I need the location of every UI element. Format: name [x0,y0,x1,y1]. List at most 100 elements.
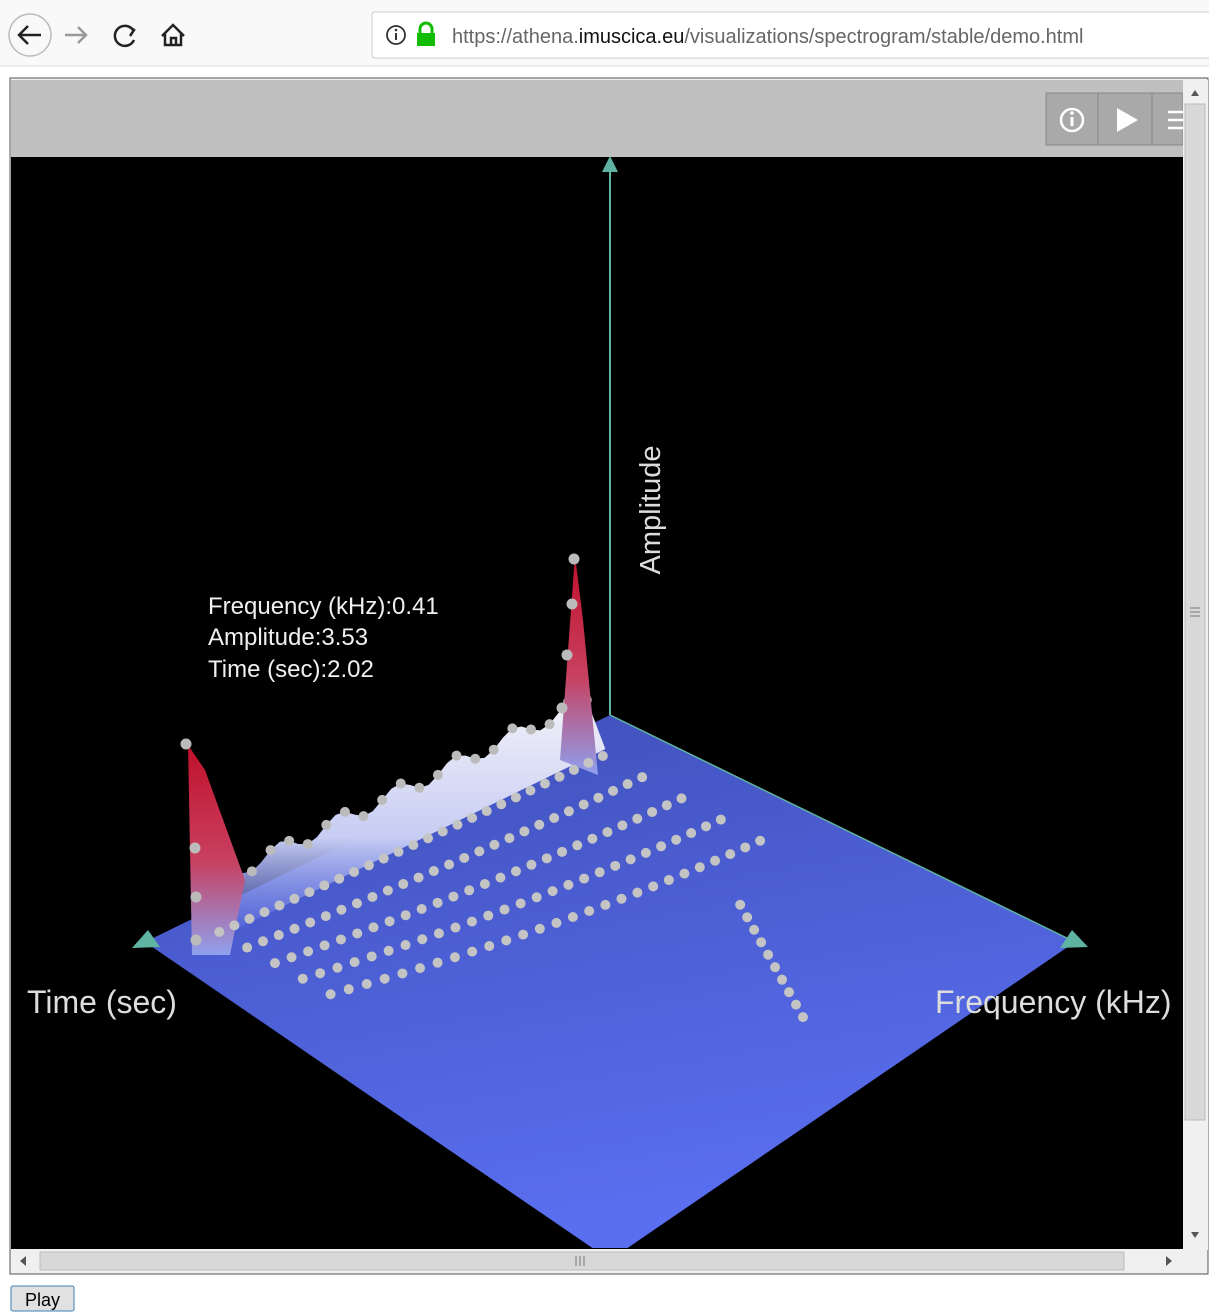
harmonic-dot [770,962,780,972]
harmonic-dot [315,968,325,978]
harmonic-dot [483,911,493,921]
harmonic-dot [500,905,510,915]
harmonic-dot [298,974,308,984]
harmonic-dot [287,952,297,962]
harmonic-dot [434,928,444,938]
harmonic-dot [656,841,666,851]
harmonic-dot [542,853,552,863]
harmonic-dot [438,826,448,836]
harmonic-dot [532,892,542,902]
harmonic-dot [336,905,346,915]
ridge-dot [452,751,462,761]
harmonic-dot [467,917,477,927]
harmonic-dot [526,860,536,870]
harmonic-dot [600,900,610,910]
harmonic-dot [617,820,627,830]
harmonic-dot [496,799,506,809]
harmonic-dot [362,979,372,989]
harmonic-dot [350,957,360,967]
ridge-dot [489,745,499,755]
harmonic-dot [756,937,766,947]
ridge-dot [321,820,331,830]
harmonic-dot [417,904,427,914]
ridge-dot [284,836,294,846]
harmonic-dot [305,917,315,927]
harmonic-dot [679,869,689,879]
harmonic-dot [352,928,362,938]
harmonic-dot [304,887,314,897]
harmonic-dot [608,786,618,796]
harmonic-dot [380,974,390,984]
harmonic-dot [637,772,647,782]
harmonic-dot [414,873,424,883]
harmonic-dot [572,840,582,850]
axis-label: Amplitude [635,446,667,575]
horizontal-scrollbar[interactable] [11,1250,1183,1272]
vertical-scrollbar[interactable] [1183,80,1208,1250]
harmonic-dot [289,894,299,904]
harmonic-dot [450,952,460,962]
harmonic-dot [584,906,594,916]
harmonic-dot [664,875,674,885]
harmonic-dot [784,987,794,997]
ridge-dot [359,811,369,821]
harmonic-dot [516,898,526,908]
harmonic-dot [258,936,268,946]
harmonic-dot [423,833,433,843]
harmonic-dot [417,934,427,944]
harmonic-dot [740,842,750,852]
harmonic-dot [504,833,514,843]
harmonic-dot [563,880,573,890]
ridge-dot [545,719,555,729]
ridge-dot [377,795,387,805]
harmonic-dot [450,923,460,933]
harmonic-dot [763,950,773,960]
harmonic-dot [367,892,377,902]
harmonic-dot [459,853,469,863]
harmonic-dot [623,779,633,789]
harmonic-dot [290,924,300,934]
harmonic-dot [579,800,589,810]
harmonic-dot [648,881,658,891]
peak-dot [557,703,568,714]
tooltip-line: Frequency (kHz):0.41 [208,593,439,620]
tooltip-line: Amplitude:3.53 [208,624,368,651]
harmonic-dot [383,886,393,896]
harmonic-dot [662,800,672,810]
harmonic-dot [579,874,589,884]
harmonic-dot [587,834,597,844]
harmonic-dot [319,880,329,890]
peak-dot [562,650,573,661]
harmonic-dot [484,941,494,951]
harmonic-dot [535,924,545,934]
harmonic-dot [686,828,696,838]
harmonic-dot [464,885,474,895]
ridge-dot [340,807,350,817]
play-button[interactable]: Play [11,1286,74,1311]
harmonic-dot [214,927,224,937]
harmonic-dot [397,968,407,978]
harmonic-dot [519,826,529,836]
harmonic-dot [320,940,330,950]
tooltip-line: Time (sec):2.02 [208,656,374,683]
screen: https://athena.imuscica.eu/visualization… [0,0,1209,1312]
harmonic-dot [352,898,362,908]
harmonic-dot [448,892,458,902]
header-band [11,80,1183,158]
harmonic-dot [551,918,561,928]
harmonic-dot [525,785,535,795]
harmonic-dot [489,840,499,850]
harmonic-dot [401,910,411,920]
harmonic-dot [568,912,578,922]
harmonic-dot [701,821,711,831]
harmonic-dot [616,894,626,904]
harmonic-dot [364,860,374,870]
harmonic-dot [749,925,759,935]
harmonic-dot [777,975,787,985]
ridge-dot [266,845,276,855]
harmonic-dot [602,827,612,837]
harmonic-dot [626,854,636,864]
harmonic-dot [274,930,284,940]
peak-dot [190,843,201,854]
ridge-dot [433,770,443,780]
